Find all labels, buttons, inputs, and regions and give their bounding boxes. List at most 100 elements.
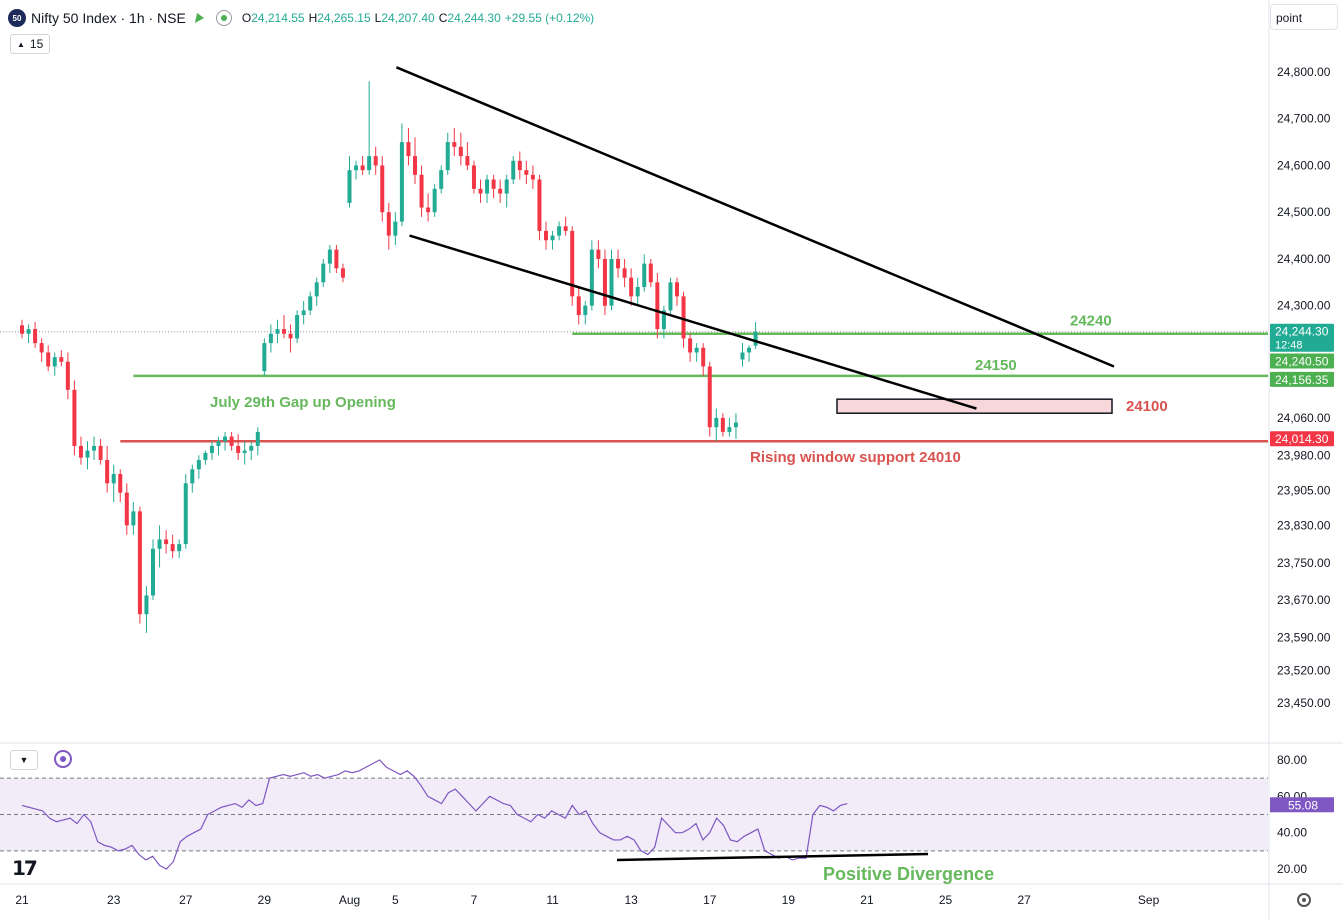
symbol-title[interactable]: Nifty 50 Index · 1h · NSE [31, 10, 186, 26]
candle-body [393, 221, 398, 236]
candle-body [137, 511, 142, 615]
flag-icon[interactable] [194, 13, 205, 23]
y-tick-label: 24,500.00 [1277, 205, 1331, 219]
candle-body [85, 450, 90, 458]
candle-body [164, 539, 169, 545]
candle-body [20, 325, 24, 334]
indicator-toggle[interactable]: ▲ 15 [10, 34, 51, 54]
candle-body [268, 333, 273, 344]
scale-mode-field[interactable]: point [1270, 4, 1338, 30]
candle-body [255, 431, 260, 446]
rsi-collapse-button[interactable]: ▼ [10, 750, 38, 770]
level-label-24240: 24240 [1070, 313, 1112, 330]
candle-body [380, 165, 385, 213]
candle-body [144, 595, 149, 615]
candle-body [216, 441, 221, 446]
candle-body [65, 361, 70, 390]
candle-body [485, 179, 490, 194]
y-tick-label: 24,060.00 [1277, 411, 1331, 425]
candle-body [203, 452, 208, 460]
x-tick-label: 13 [624, 893, 638, 907]
candle-body [223, 436, 228, 442]
candle-body [151, 548, 155, 596]
candle-body [701, 347, 706, 367]
divergence-trendline [616, 852, 929, 862]
candle-body [72, 389, 77, 446]
candle-body [26, 329, 31, 334]
candle-body [530, 174, 535, 180]
candle-body [295, 315, 300, 339]
y-tick-label: 24,800.00 [1277, 65, 1331, 79]
candle-body [544, 230, 548, 241]
x-tick-label: Sep [1138, 893, 1160, 907]
candle-body [190, 469, 195, 484]
candle-body [458, 146, 463, 157]
candle-body [92, 445, 97, 451]
candle-body [596, 249, 601, 259]
candle-body [733, 422, 738, 428]
y-tick-label: 23,905.00 [1277, 483, 1331, 497]
candle-body [570, 230, 575, 297]
candle-body [131, 511, 136, 526]
candle-body [59, 357, 64, 362]
candle-body [183, 483, 188, 545]
candle-body [524, 170, 529, 175]
rsi-value-label: 55.08 [1288, 798, 1318, 812]
ohlc-close: C24,244.30 [438, 11, 501, 25]
x-tick-label: 29 [258, 893, 272, 907]
x-tick-label: 7 [471, 893, 478, 907]
rsi-value-tag [1270, 797, 1334, 813]
rsi-tick-label: 40.00 [1277, 826, 1307, 840]
market-status-icon[interactable] [215, 10, 232, 26]
candle-body [471, 165, 476, 189]
candle-body [229, 436, 234, 446]
candle-body [301, 310, 306, 316]
x-tick-label: 25 [939, 893, 953, 907]
rsi-settings-icon[interactable] [54, 750, 72, 768]
trendline [409, 234, 977, 410]
x-tick-label: 21 [860, 893, 874, 907]
candle-body [563, 226, 568, 231]
price-tag [1270, 371, 1334, 387]
candle-body [629, 277, 634, 297]
candle-body [33, 329, 38, 344]
symbol-header: 50 Nifty 50 Index · 1h · NSE O24,214.55 … [8, 6, 598, 30]
y-tick-label: 23,520.00 [1277, 663, 1331, 677]
candle-body [334, 249, 339, 269]
candle-body [681, 296, 686, 339]
candle-body [406, 142, 411, 157]
candle-body [314, 282, 319, 297]
y-tick-label: 23,750.00 [1277, 556, 1331, 570]
gear-icon[interactable] [1297, 893, 1311, 907]
candle-body [321, 263, 326, 283]
candle-body [426, 207, 431, 213]
candle-body [635, 287, 640, 297]
candle-body [39, 343, 44, 353]
candle-body [386, 212, 391, 236]
candle-body [747, 347, 752, 353]
candle-body [196, 459, 201, 470]
x-tick-label: 27 [179, 893, 193, 907]
candle-body [373, 156, 378, 166]
candle-body [517, 160, 522, 171]
y-tick-label: 23,450.00 [1277, 696, 1331, 710]
x-tick-label: Aug [339, 893, 360, 907]
rsi-line [21, 759, 848, 870]
candle-body [78, 445, 83, 458]
candle-body [46, 352, 51, 367]
candle-body [262, 343, 267, 372]
candle-body [399, 142, 404, 222]
candle-body [340, 268, 345, 278]
candle-body [419, 174, 424, 208]
candle-body [52, 357, 57, 367]
candle-body [668, 282, 673, 311]
candle-body [249, 445, 254, 451]
candle-body [288, 333, 293, 339]
candle-body [347, 170, 352, 203]
y-tick-label: 24,700.00 [1277, 112, 1331, 126]
price-tag-label: 24,014.30 [1275, 432, 1329, 446]
price-tag-time: 12:48 [1275, 340, 1303, 352]
candle-body [642, 263, 647, 288]
ohlc-low: L24,207.40 [374, 11, 435, 25]
